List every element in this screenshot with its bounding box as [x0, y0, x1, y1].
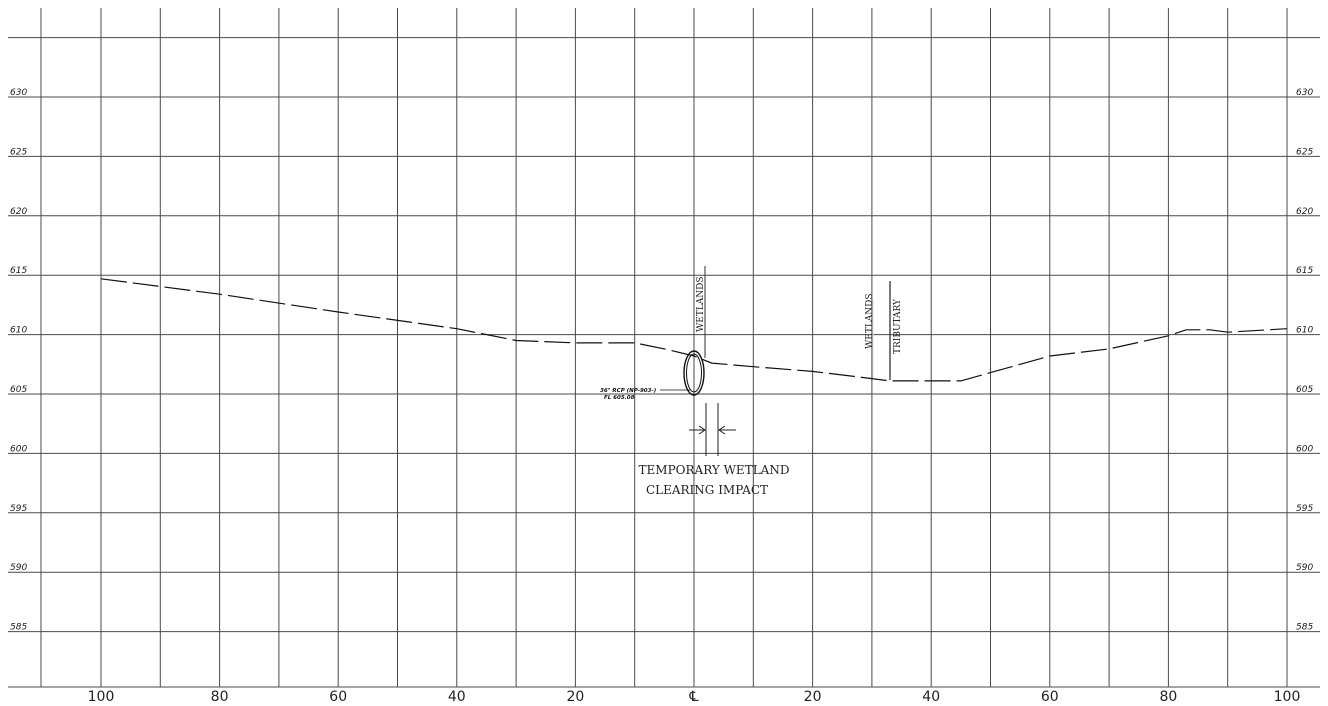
x-tick-label: 80 [211, 689, 229, 705]
y-tick-label-left: 630 [10, 88, 27, 98]
y-tick-label-right: 585 [1296, 623, 1313, 633]
y-tick-label-left: 590 [10, 563, 27, 573]
y-tick-label-left: 605 [10, 385, 27, 395]
tributary-label: TRIBUTARY [893, 298, 903, 354]
pipe-culvert-inner [686, 353, 702, 393]
y-tick-label-left: 600 [10, 444, 27, 454]
x-tick-label: 20 [804, 689, 822, 705]
x-tick-label: 60 [329, 689, 347, 705]
x-tick-label: 40 [922, 689, 940, 705]
y-tick-label-right: 590 [1296, 563, 1313, 573]
pipe-label: 36" RCP (NP-903-) [600, 388, 656, 394]
y-axis-labels: 630 630 625 625 620 620 615 615 610 610 605 605 600 6… [10, 88, 1313, 633]
wetlands-left-label: WETLANDS [696, 276, 706, 332]
x-tick-label: 80 [1159, 689, 1177, 705]
x-tick-label: 20 [566, 689, 584, 705]
x-tick-label: 100 [88, 689, 115, 705]
y-tick-label-left: 615 [10, 266, 27, 276]
x-tick-label: ℄ [689, 689, 699, 705]
pipe-culvert-outer [683, 350, 705, 396]
y-tick-label-right: 605 [1296, 385, 1313, 395]
x-tick-label: 60 [1041, 689, 1059, 705]
grid-lines [8, 8, 1320, 688]
y-tick-label-left: 610 [10, 326, 27, 336]
y-tick-label-right: 600 [1296, 444, 1313, 454]
y-tick-label-right: 610 [1296, 326, 1313, 336]
impact-label-line2: CLEARING IMPACT [646, 483, 768, 497]
impact-arrow-left [689, 425, 706, 435]
y-tick-label-left: 625 [10, 147, 27, 157]
pipe-flowline-label: FL 605.08 [604, 395, 635, 401]
y-tick-label-right: 625 [1296, 147, 1313, 157]
x-axis-labels: 100 80 60 40 20 ℄ 20 40 60 80 100 [88, 689, 1301, 705]
x-tick-label: 40 [448, 689, 466, 705]
y-tick-label-right: 620 [1296, 207, 1313, 217]
impact-label-line1: TEMPORARY WETLAND [639, 463, 790, 477]
y-tick-label-left: 620 [10, 207, 27, 217]
y-tick-label-right: 630 [1296, 88, 1313, 98]
y-tick-label-right: 615 [1296, 266, 1313, 276]
existing-ground-profile [100, 278, 1288, 382]
y-tick-label-left: 595 [10, 504, 27, 514]
y-tick-label-left: 585 [10, 623, 27, 633]
y-tick-label-right: 595 [1296, 504, 1313, 514]
x-tick-label: 100 [1274, 689, 1301, 705]
impact-arrow-right [718, 425, 736, 435]
wetlands-right-label: WETLANDS [865, 293, 875, 349]
